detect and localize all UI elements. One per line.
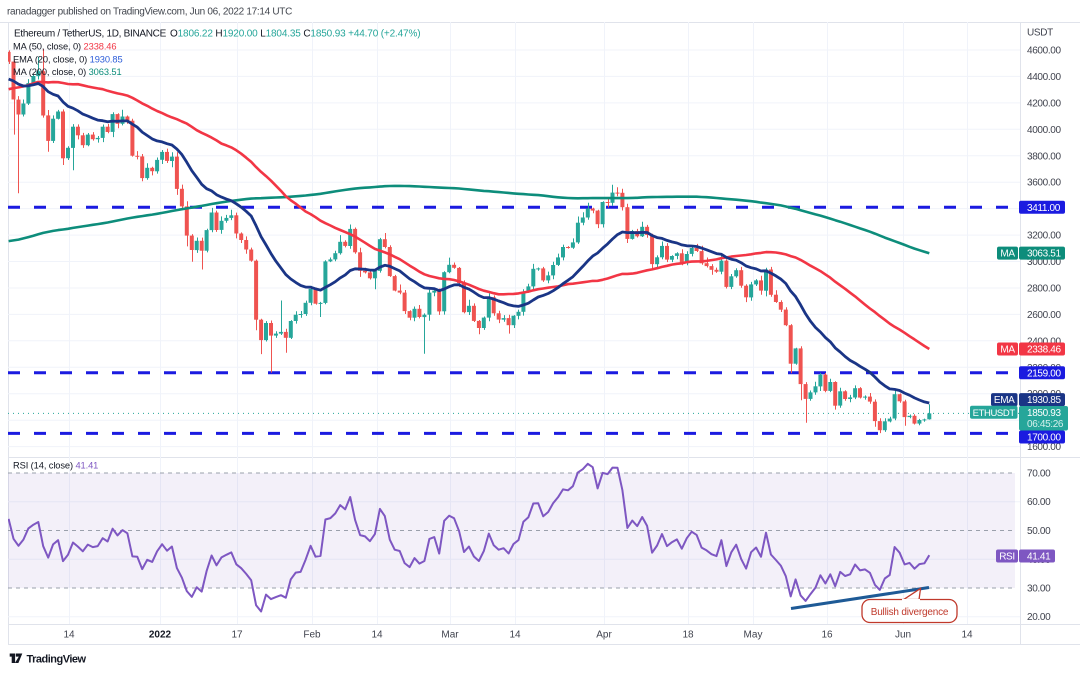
svg-text:50.00: 50.00 [1027,526,1051,537]
svg-text:EMA (20, close, 0) 1930.85: EMA (20, close, 0) 1930.85 [13,54,123,64]
svg-text:4000.00: 4000.00 [1027,125,1061,136]
svg-text:EMA: EMA [994,395,1015,406]
svg-text:Mar: Mar [441,630,459,641]
svg-text:4400.00: 4400.00 [1027,72,1061,83]
svg-text:06:45:26: 06:45:26 [1027,419,1064,430]
svg-text:1700.00: 1700.00 [1027,433,1061,444]
svg-text:Jun: Jun [895,630,911,641]
svg-text:ranadagger published on Tradin: ranadagger published on TradingView.com,… [7,7,292,18]
svg-text:70.00: 70.00 [1027,469,1051,480]
svg-text:14: 14 [63,630,75,641]
svg-text:MA: MA [1000,345,1015,356]
svg-text:30.00: 30.00 [1027,584,1051,595]
svg-text:Bullish divergence: Bullish divergence [871,607,949,618]
svg-text:O1806.22 H1920.00 L1804.35 C18: O1806.22 H1920.00 L1804.35 C1850.93 +44.… [170,29,420,40]
svg-text:Ethereum / TetherUS, 1D, BINAN: Ethereum / TetherUS, 1D, BINANCE [14,29,167,40]
svg-text:May: May [744,630,763,641]
svg-text:ETHUSDT: ETHUSDT [973,408,1016,419]
svg-text:60.00: 60.00 [1027,497,1051,508]
svg-text:MA (50, close, 0) 2338.46: MA (50, close, 0) 2338.46 [13,42,116,52]
svg-text:4200.00: 4200.00 [1027,98,1061,109]
svg-text:1600.00: 1600.00 [1027,442,1061,453]
svg-text:RSI: RSI [999,552,1015,563]
svg-text:2338.46: 2338.46 [1027,345,1061,356]
svg-text:1850.93: 1850.93 [1027,408,1061,419]
svg-text:2400.00: 2400.00 [1027,336,1061,347]
svg-text:2159.00: 2159.00 [1027,368,1061,379]
svg-text:14: 14 [961,630,973,641]
svg-text:4600.00: 4600.00 [1027,46,1061,57]
svg-text:3200.00: 3200.00 [1027,231,1061,242]
svg-text:20.00: 20.00 [1027,612,1051,623]
svg-text:2800.00: 2800.00 [1027,284,1061,295]
svg-text:3063.51: 3063.51 [1027,249,1061,260]
svg-text:2022: 2022 [149,630,172,641]
svg-text:MA: MA [1000,249,1015,260]
svg-text:1930.85: 1930.85 [1027,395,1061,406]
svg-text:41.41: 41.41 [1027,552,1051,563]
svg-text:Feb: Feb [303,630,321,641]
svg-text:18: 18 [682,630,694,641]
svg-text:16: 16 [821,630,833,641]
svg-text:3800.00: 3800.00 [1027,151,1061,162]
svg-text:17: 17 [231,630,243,641]
svg-text:MA (200, close, 0) 3063.51: MA (200, close, 0) 3063.51 [13,67,122,77]
svg-text:USDT: USDT [1027,28,1053,39]
svg-text:Apr: Apr [596,630,612,641]
svg-text:2600.00: 2600.00 [1027,310,1061,321]
svg-text:14: 14 [371,630,383,641]
svg-text:RSI (14, close) 41.41: RSI (14, close) 41.41 [13,460,98,470]
svg-text:TradingView: TradingView [27,654,87,666]
svg-text:3600.00: 3600.00 [1027,178,1061,189]
svg-text:3411.00: 3411.00 [1027,203,1061,214]
svg-text:14: 14 [509,630,521,641]
svg-text:3000.00: 3000.00 [1027,257,1061,268]
